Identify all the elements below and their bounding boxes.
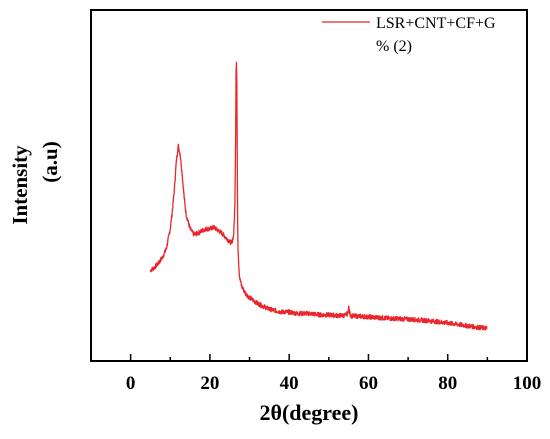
plot-frame (90, 9, 528, 362)
x-tick-label: 100 (513, 373, 542, 394)
x-tick-label: 80 (438, 373, 457, 394)
y-axis-title: Intensity (8, 145, 32, 225)
y-axis-title-group: Intensity (8, 145, 32, 225)
x-axis-title: 2θ(degree) (259, 400, 358, 425)
legend-label-line1: LSR+CNT+CF+G (376, 15, 496, 32)
y-axis-unit-group: (a.u) (38, 141, 62, 182)
x-tick-label: 0 (126, 373, 136, 394)
x-tick-label: 40 (280, 373, 299, 394)
legend: LSR+CNT+CF+G % (2) (322, 15, 496, 55)
legend-label-line2: % (2) (376, 38, 412, 55)
y-axis-unit: (a.u) (38, 141, 62, 182)
x-tick-label: 60 (359, 373, 378, 394)
x-axis-ticks: 0 20 40 60 80 100 (126, 354, 541, 394)
series-line (149, 61, 488, 331)
x-tick-label: 20 (200, 373, 219, 394)
